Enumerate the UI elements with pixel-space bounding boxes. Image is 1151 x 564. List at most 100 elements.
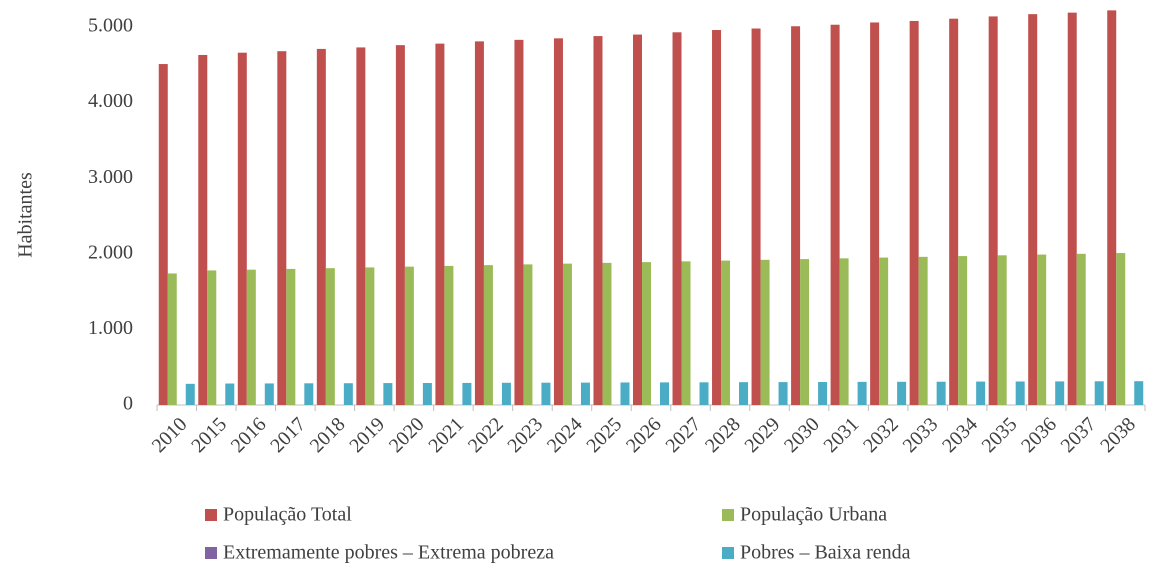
bar bbox=[760, 259, 770, 405]
bar bbox=[918, 256, 928, 405]
bar bbox=[383, 383, 393, 405]
x-tick-label: 2033 bbox=[899, 413, 943, 457]
x-tick-label: 2022 bbox=[464, 413, 508, 457]
x-tick-label: 2028 bbox=[701, 413, 745, 457]
bar bbox=[225, 383, 235, 405]
bar bbox=[839, 258, 849, 405]
legend-label: Extremamente pobres – Extrema pobreza bbox=[223, 542, 554, 564]
bar bbox=[246, 269, 256, 405]
bar bbox=[462, 382, 472, 405]
bar bbox=[277, 51, 287, 405]
y-tick-label: 0 bbox=[123, 393, 133, 415]
bar bbox=[523, 264, 533, 405]
bar bbox=[1028, 14, 1038, 405]
bar bbox=[699, 382, 709, 405]
bar bbox=[167, 273, 177, 405]
x-tick-label: 2034 bbox=[938, 413, 982, 457]
bar bbox=[483, 265, 493, 405]
x-tick-label: 2026 bbox=[622, 413, 666, 457]
bar bbox=[997, 255, 1007, 405]
legend-label: Pobres – Baixa renda bbox=[740, 542, 911, 564]
x-tick-label: 2020 bbox=[385, 413, 429, 457]
x-tick-label: 2017 bbox=[266, 413, 310, 457]
bar bbox=[395, 45, 405, 405]
x-tick-label: 2031 bbox=[820, 413, 864, 457]
legend-label: População Total bbox=[223, 504, 352, 526]
x-tick-label: 2037 bbox=[1057, 413, 1101, 457]
bar bbox=[365, 267, 375, 405]
bar bbox=[602, 262, 612, 405]
x-tick-label: 2029 bbox=[741, 413, 785, 457]
bar bbox=[672, 32, 682, 406]
bar bbox=[988, 16, 998, 405]
bar bbox=[207, 270, 217, 405]
bar bbox=[830, 24, 840, 406]
bar bbox=[158, 64, 168, 405]
bar bbox=[949, 18, 959, 406]
legend-swatch bbox=[722, 509, 734, 521]
bar bbox=[958, 256, 968, 405]
bar bbox=[870, 22, 880, 406]
bar bbox=[633, 34, 642, 406]
bar bbox=[681, 261, 691, 405]
bar bbox=[751, 28, 761, 406]
y-tick-label: 2.000 bbox=[88, 241, 133, 263]
bar bbox=[800, 259, 810, 405]
bar bbox=[264, 383, 274, 405]
bar bbox=[325, 268, 335, 405]
bar bbox=[316, 48, 326, 405]
x-tick-label: 2021 bbox=[424, 413, 468, 457]
y-axis-label: Habitantes bbox=[15, 172, 37, 258]
bar bbox=[1067, 12, 1077, 406]
x-tick-label: 2027 bbox=[661, 413, 705, 457]
bar bbox=[778, 382, 788, 405]
x-tick-label: 2038 bbox=[1096, 413, 1140, 457]
bar bbox=[435, 43, 445, 406]
bar bbox=[879, 257, 889, 405]
bar bbox=[976, 381, 986, 405]
x-tick-label: 2016 bbox=[227, 413, 271, 457]
bar bbox=[514, 39, 524, 406]
bar bbox=[444, 265, 454, 405]
bar bbox=[198, 54, 208, 406]
y-tick-label: 3.000 bbox=[88, 166, 133, 188]
bar bbox=[474, 41, 484, 405]
bar bbox=[185, 383, 195, 405]
y-tick-label: 4.000 bbox=[88, 90, 133, 112]
bar bbox=[1055, 381, 1065, 405]
bar bbox=[237, 52, 247, 405]
bar bbox=[791, 26, 801, 406]
x-tick-label: 2010 bbox=[148, 413, 192, 457]
bar bbox=[541, 382, 551, 405]
bar bbox=[356, 47, 366, 406]
legend-swatch bbox=[205, 547, 217, 559]
x-tick-label: 2035 bbox=[978, 413, 1022, 457]
x-tick-label: 2032 bbox=[859, 413, 903, 457]
bar bbox=[712, 30, 722, 406]
x-tick-label: 2024 bbox=[543, 413, 587, 457]
bar bbox=[1134, 381, 1144, 405]
bar bbox=[1076, 253, 1086, 405]
x-tick-label: 2018 bbox=[306, 413, 350, 457]
x-tick-label: 2030 bbox=[780, 413, 824, 457]
bar bbox=[857, 381, 867, 405]
bar bbox=[580, 382, 590, 405]
bar bbox=[897, 381, 907, 405]
bar bbox=[642, 262, 651, 405]
legend-label: População Urbana bbox=[740, 504, 887, 526]
bar bbox=[501, 382, 511, 405]
bar bbox=[739, 382, 749, 405]
x-tick-label: 2019 bbox=[345, 413, 389, 457]
x-tick-label: 2015 bbox=[187, 413, 231, 457]
bar bbox=[909, 20, 919, 406]
bar bbox=[422, 383, 432, 405]
x-tick-label: 2036 bbox=[1017, 413, 1061, 457]
y-tick-label: 1.000 bbox=[88, 317, 133, 339]
bar bbox=[620, 382, 630, 405]
bar bbox=[1116, 253, 1126, 405]
bar bbox=[404, 266, 414, 405]
legend-swatch bbox=[205, 509, 217, 521]
bar bbox=[1094, 381, 1104, 405]
legend-swatch bbox=[722, 547, 734, 559]
bar bbox=[1107, 10, 1117, 405]
